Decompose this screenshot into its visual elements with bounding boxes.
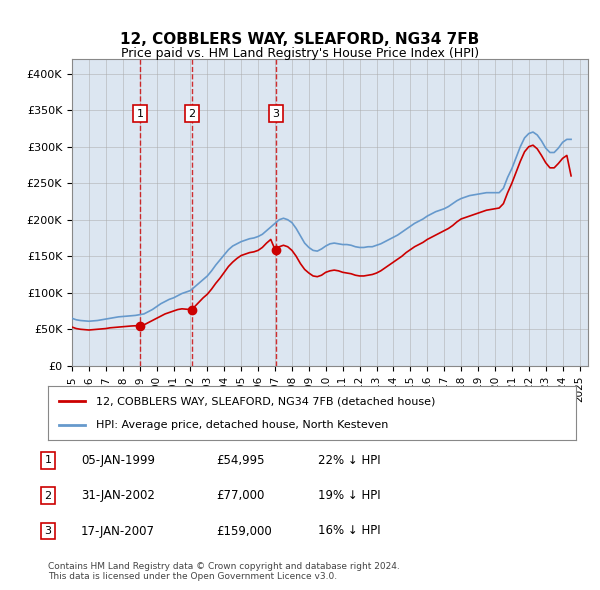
Text: 1: 1 xyxy=(44,455,52,465)
Text: HPI: Average price, detached house, North Kesteven: HPI: Average price, detached house, Nort… xyxy=(95,419,388,430)
Text: 12, COBBLERS WAY, SLEAFORD, NG34 7FB (detached house): 12, COBBLERS WAY, SLEAFORD, NG34 7FB (de… xyxy=(95,396,435,407)
Text: 3: 3 xyxy=(272,109,280,119)
Text: 16% ↓ HPI: 16% ↓ HPI xyxy=(318,525,380,537)
Text: 2: 2 xyxy=(188,109,196,119)
Text: 17-JAN-2007: 17-JAN-2007 xyxy=(81,525,155,537)
Text: £54,995: £54,995 xyxy=(216,454,265,467)
Text: 31-JAN-2002: 31-JAN-2002 xyxy=(81,489,155,502)
Text: 2: 2 xyxy=(44,491,52,500)
Text: 3: 3 xyxy=(44,526,52,536)
Text: 19% ↓ HPI: 19% ↓ HPI xyxy=(318,489,380,502)
Text: Price paid vs. HM Land Registry's House Price Index (HPI): Price paid vs. HM Land Registry's House … xyxy=(121,47,479,60)
Text: 22% ↓ HPI: 22% ↓ HPI xyxy=(318,454,380,467)
Text: 05-JAN-1999: 05-JAN-1999 xyxy=(81,454,155,467)
Text: 12, COBBLERS WAY, SLEAFORD, NG34 7FB: 12, COBBLERS WAY, SLEAFORD, NG34 7FB xyxy=(121,32,479,47)
Text: 1: 1 xyxy=(137,109,143,119)
Text: £159,000: £159,000 xyxy=(216,525,272,537)
Text: £77,000: £77,000 xyxy=(216,489,265,502)
Text: Contains HM Land Registry data © Crown copyright and database right 2024.
This d: Contains HM Land Registry data © Crown c… xyxy=(48,562,400,581)
